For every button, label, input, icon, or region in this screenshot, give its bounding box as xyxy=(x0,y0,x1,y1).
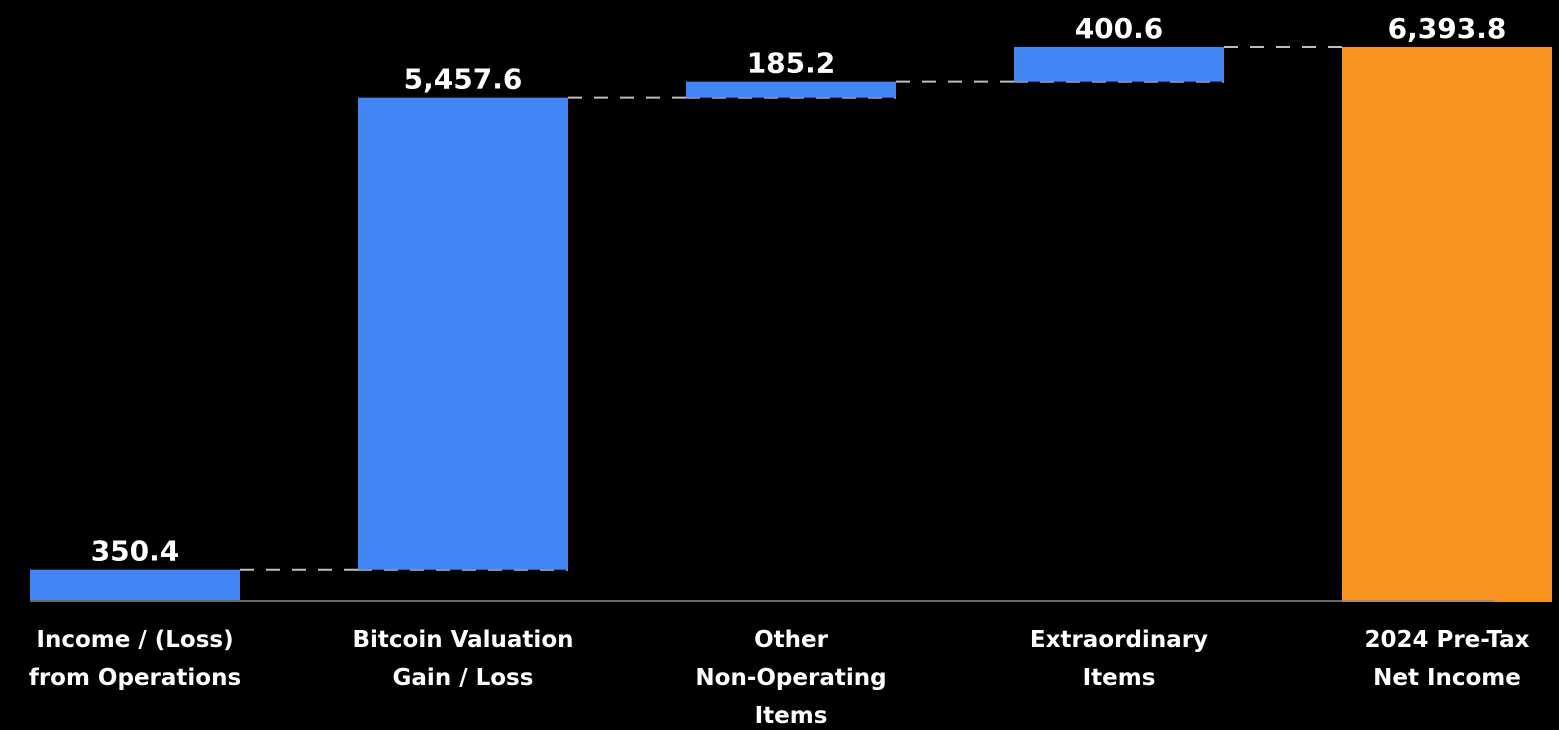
category-label: Other xyxy=(754,627,829,653)
bars-layer xyxy=(30,47,1552,602)
category-label: Bitcoin Valuation xyxy=(352,627,573,653)
category-label: 2024 Pre-Tax xyxy=(1364,627,1529,653)
category-label: Non-Operating xyxy=(695,665,886,691)
category-label: Items xyxy=(755,703,828,729)
category-label: from Operations xyxy=(29,665,241,691)
increase-bar xyxy=(1014,47,1224,82)
category-label: Items xyxy=(1083,665,1156,691)
category-label: Gain / Loss xyxy=(393,665,534,691)
increase-bar xyxy=(358,97,568,570)
increase-bar xyxy=(30,569,240,600)
increase-bar xyxy=(686,81,896,98)
bar-value-label: 350.4 xyxy=(91,535,180,568)
bar-value-label: 5,457.6 xyxy=(404,63,523,96)
category-label: Net Income xyxy=(1373,665,1521,691)
category-label: Income / (Loss) xyxy=(36,627,233,653)
category-label: Extraordinary xyxy=(1030,627,1208,653)
bar-value-label: 6,393.8 xyxy=(1388,12,1507,45)
category-labels-layer: Income / (Loss) from Operations Bitcoin Va… xyxy=(29,627,1530,729)
bar-value-label: 185.2 xyxy=(747,47,836,80)
bar-value-label: 400.6 xyxy=(1075,12,1164,45)
value-labels-layer: 350.4 5,457.6 185.2 400.6 6,393.8 xyxy=(91,12,1507,568)
total-bar xyxy=(1342,47,1552,602)
